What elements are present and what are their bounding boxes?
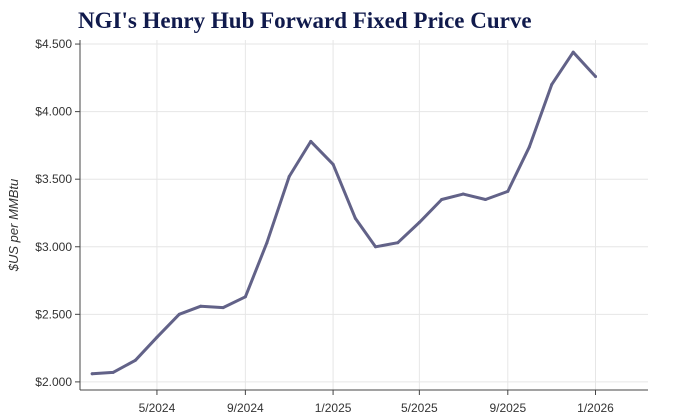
- y-tick-label: $2.000: [35, 375, 72, 389]
- data-point: [331, 162, 335, 166]
- data-point: [309, 139, 313, 143]
- x-tick-label: 9/2025: [489, 401, 526, 415]
- axes: [79, 40, 648, 391]
- data-point: [133, 358, 137, 362]
- data-point: [506, 189, 510, 193]
- data-point: [550, 83, 554, 87]
- data-point: [396, 241, 400, 245]
- y-axis-ticks: $2.000 $2.500 $3.000 $3.500 $4.000 $4.500: [35, 37, 80, 389]
- data-point: [374, 245, 378, 249]
- data-point: [440, 197, 444, 201]
- data-point: [243, 295, 247, 299]
- data-point: [571, 50, 575, 54]
- data-point: [484, 197, 488, 201]
- y-tick-label: $2.500: [35, 307, 72, 321]
- y-tick-label: $4.500: [35, 37, 72, 51]
- y-tick-label: $4.000: [35, 105, 72, 119]
- data-point: [265, 241, 269, 245]
- y-tick-label: $3.000: [35, 240, 72, 254]
- x-tick-label: 1/2026: [577, 401, 614, 415]
- data-point: [287, 174, 291, 178]
- x-tick-label: 1/2025: [315, 401, 352, 415]
- data-point: [527, 145, 531, 149]
- x-axis-ticks: 5/2024 9/2024 1/2025 5/2025 9/2025 1/2026: [139, 390, 614, 415]
- data-point: [417, 220, 421, 224]
- data-point: [594, 74, 598, 78]
- data-point: [155, 335, 159, 339]
- data-point: [90, 372, 94, 376]
- y-tick-label: $3.500: [35, 172, 72, 186]
- series: [90, 50, 598, 376]
- x-tick-label: 5/2025: [401, 401, 438, 415]
- data-point: [353, 216, 357, 220]
- data-point: [221, 306, 225, 310]
- grid: [80, 40, 648, 390]
- data-point: [111, 370, 115, 374]
- data-point: [461, 192, 465, 196]
- y-axis-title: $US per MMBtu: [6, 179, 21, 272]
- x-tick-label: 5/2024: [139, 401, 176, 415]
- series-line: [90, 50, 597, 376]
- data-point: [199, 304, 203, 308]
- chart-title: NGI's Henry Hub Forward Fixed Price Curv…: [78, 8, 532, 33]
- data-point: [177, 312, 181, 316]
- x-tick-label: 9/2024: [227, 401, 264, 415]
